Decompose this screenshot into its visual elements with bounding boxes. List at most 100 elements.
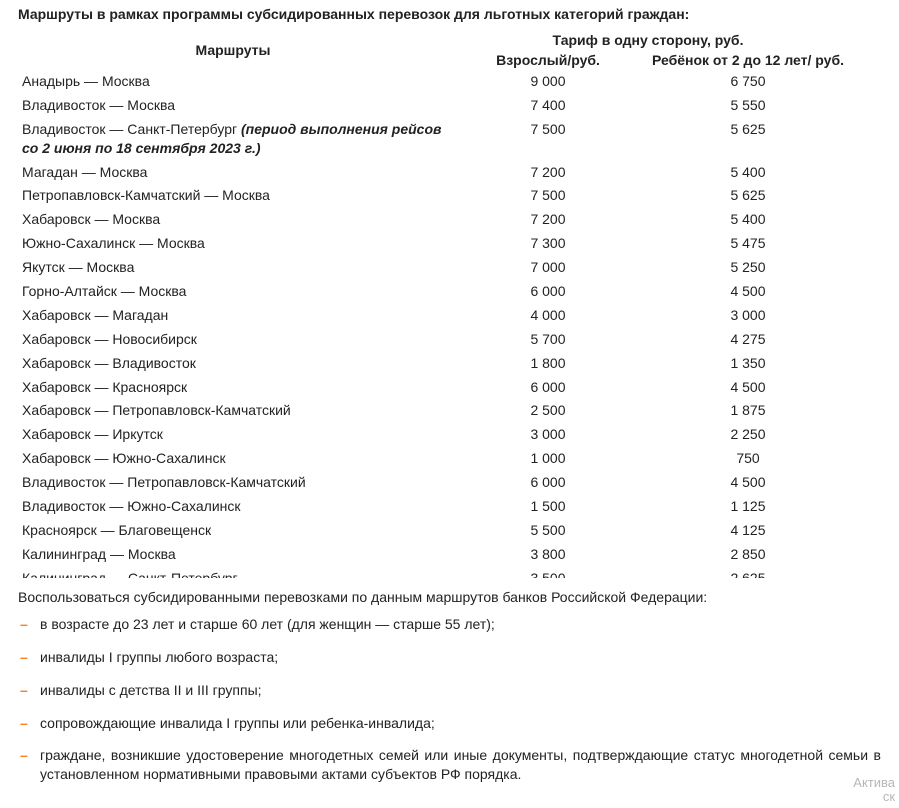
table-row: Владивосток — Москва 7 4005 550: [18, 94, 848, 118]
adult-price-cell: 2 500: [448, 399, 648, 423]
adult-price-cell: 3 500: [448, 567, 648, 578]
route-cell: Владивосток — Южно-Сахалинск: [18, 495, 448, 519]
route-cell: Анадырь — Москва: [18, 70, 448, 94]
child-price-cell: 4 500: [648, 471, 848, 495]
table-row: Красноярск — Благовещенск5 5004 125: [18, 519, 848, 543]
route-name: Хабаровск — Новосибирск: [22, 331, 197, 347]
table-row: Калининград — Москва 3 8002 850: [18, 543, 848, 567]
table-row: Владивосток — Петропавловск-Камчатский6 …: [18, 471, 848, 495]
route-cell: Калининград — Москва: [18, 543, 448, 567]
child-price-cell: 5 550: [648, 94, 848, 118]
route-cell: Якутск — Москва: [18, 256, 448, 280]
header-routes: Маршруты: [18, 30, 448, 70]
child-price-cell: 1 350: [648, 352, 848, 376]
adult-price-cell: 7 000: [448, 256, 648, 280]
route-name: Владивосток — Южно-Сахалинск: [22, 498, 241, 514]
route-name: Хабаровск — Владивосток: [22, 355, 196, 371]
child-price-cell: 2 850: [648, 543, 848, 567]
header-adult: Взрослый/руб.: [448, 50, 648, 70]
route-name: Калининград — Москва: [22, 546, 176, 562]
adult-price-cell: 9 000: [448, 70, 648, 94]
table-row: Хабаровск — Новосибирск 5 7004 275: [18, 328, 848, 352]
child-price-cell: 1 875: [648, 399, 848, 423]
child-price-cell: 5 400: [648, 161, 848, 185]
adult-price-cell: 7 500: [448, 118, 648, 161]
route-name: Хабаровск — Южно-Сахалинск: [22, 450, 226, 466]
route-name: Южно-Сахалинск — Москва: [22, 235, 205, 251]
conditions-intro: Воспользоваться субсидированными перевоз…: [18, 588, 881, 607]
child-price-cell: 2 250: [648, 423, 848, 447]
adult-price-cell: 7 400: [448, 94, 648, 118]
adult-price-cell: 6 000: [448, 471, 648, 495]
child-price-cell: 5 250: [648, 256, 848, 280]
table-row: Горно-Алтайск — Москва6 0004 500: [18, 280, 848, 304]
route-cell: Владивосток — Санкт-Петербург (период вы…: [18, 118, 448, 161]
route-cell: Владивосток — Москва: [18, 94, 448, 118]
routes-scroll-area[interactable]: Маршруты Тариф в одну сторону, руб. Взро…: [0, 30, 893, 578]
condition-item: инвалиды I группы любого возраста;: [18, 648, 881, 667]
route-cell: Петропавловск-Камчатский — Москва: [18, 184, 448, 208]
route-name: Хабаровск — Москва: [22, 211, 160, 227]
route-name: Горно-Алтайск — Москва: [22, 283, 186, 299]
adult-price-cell: 3 000: [448, 423, 648, 447]
adult-price-cell: 3 800: [448, 543, 648, 567]
route-name: Владивосток — Санкт-Петербург: [22, 121, 241, 137]
condition-item: граждане, возникшие удостоверение многод…: [18, 746, 881, 784]
adult-price-cell: 1 000: [448, 447, 648, 471]
route-name: Хабаровск — Петропавловск-Камчатский: [22, 402, 291, 418]
adult-price-cell: 7 500: [448, 184, 648, 208]
child-price-cell: 4 500: [648, 376, 848, 400]
table-row: Хабаровск — Петропавловск-Камчатский 2 50…: [18, 399, 848, 423]
child-price-cell: 4 275: [648, 328, 848, 352]
child-price-cell: 750: [648, 447, 848, 471]
conditions-section: Воспользоваться субсидированными перевоз…: [0, 578, 899, 808]
route-cell: Хабаровск — Магадан: [18, 304, 448, 328]
adult-price-cell: 5 700: [448, 328, 648, 352]
table-row: Владивосток — Санкт-Петербург (период вы…: [18, 118, 848, 161]
table-row: Хабаровск — Москва 7 2005 400: [18, 208, 848, 232]
route-cell: Владивосток — Петропавловск-Камчатский: [18, 471, 448, 495]
route-name: Хабаровск — Красноярск: [22, 379, 187, 395]
route-name: Петропавловск-Камчатский — Москва: [22, 187, 270, 203]
route-name: Хабаровск — Иркутск: [22, 426, 163, 442]
routes-table: Маршруты Тариф в одну сторону, руб. Взро…: [18, 30, 848, 578]
adult-price-cell: 1 800: [448, 352, 648, 376]
child-price-cell: 5 400: [648, 208, 848, 232]
route-cell: Хабаровск — Красноярск: [18, 376, 448, 400]
route-cell: Калининград — Санкт-Петербург: [18, 567, 448, 578]
route-cell: Красноярск — Благовещенск: [18, 519, 448, 543]
adult-price-cell: 1 500: [448, 495, 648, 519]
child-price-cell: 1 125: [648, 495, 848, 519]
route-cell: Южно-Сахалинск — Москва: [18, 232, 448, 256]
adult-price-cell: 6 000: [448, 280, 648, 304]
route-name: Магадан — Москва: [22, 164, 147, 180]
adult-price-cell: 4 000: [448, 304, 648, 328]
child-price-cell: 5 625: [648, 118, 848, 161]
header-tariff: Тариф в одну сторону, руб.: [448, 30, 848, 50]
header-child: Ребёнок от 2 до 12 лет/ руб.: [648, 50, 848, 70]
adult-price-cell: 6 000: [448, 376, 648, 400]
route-cell: Хабаровск — Москва: [18, 208, 448, 232]
table-row: Якутск — Москва 7 0005 250: [18, 256, 848, 280]
condition-item: инвалиды с детства II и III группы;: [18, 681, 881, 700]
table-row: Петропавловск-Камчатский — Москва7 5005 …: [18, 184, 848, 208]
route-cell: Хабаровск — Петропавловск-Камчатский: [18, 399, 448, 423]
adult-price-cell: 7 200: [448, 161, 648, 185]
condition-item: в возрасте до 23 лет и старше 60 лет (дл…: [18, 615, 881, 634]
route-name: Анадырь — Москва: [22, 73, 150, 89]
table-row: Южно-Сахалинск — Москва7 3005 475: [18, 232, 848, 256]
condition-item: сопровождающие инвалида I группы или реб…: [18, 714, 881, 733]
table-row: Владивосток — Южно-Сахалинск 1 5001 125: [18, 495, 848, 519]
route-name: Якутск — Москва: [22, 259, 134, 275]
table-row: Калининград — Санкт-Петербург3 5002 625: [18, 567, 848, 578]
child-price-cell: 6 750: [648, 70, 848, 94]
table-row: Хабаровск — Южно-Сахалинск 1 000750: [18, 447, 848, 471]
route-cell: Хабаровск — Южно-Сахалинск: [18, 447, 448, 471]
adult-price-cell: 7 200: [448, 208, 648, 232]
route-cell: Хабаровск — Новосибирск: [18, 328, 448, 352]
route-name: Владивосток — Москва: [22, 97, 175, 113]
child-price-cell: 5 475: [648, 232, 848, 256]
table-row: Хабаровск — Красноярск 6 0004 500: [18, 376, 848, 400]
table-row: Хабаровск — Магадан4 0003 000: [18, 304, 848, 328]
route-name: Красноярск — Благовещенск: [22, 522, 211, 538]
